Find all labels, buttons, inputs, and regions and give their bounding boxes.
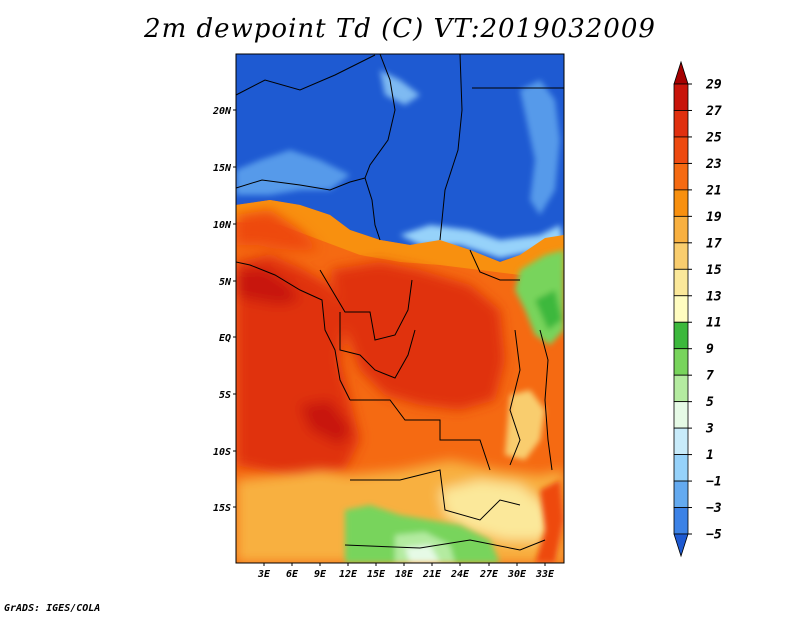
lat-label: EQ (219, 333, 231, 344)
colorbar-segment (673, 533, 689, 558)
colorbar-segment (673, 480, 689, 508)
map-frame (235, 53, 565, 564)
lon-axis: 3E 6E 9E 12E 15E 18E 21E 24E 27E 30E 33E (257, 563, 555, 580)
lat-label: 20N (212, 106, 232, 117)
lat-label: 10N (213, 220, 232, 231)
colorbar-label: −3 (706, 501, 722, 516)
colorbar-segment (673, 136, 689, 164)
colorbar-label: 7 (706, 369, 714, 384)
lon-label: 30E (507, 569, 527, 580)
lon-label: 33E (535, 569, 555, 580)
lat-label: 15N (213, 163, 232, 174)
lon-label: 24E (450, 569, 470, 580)
colorbar-label: 21 (705, 183, 722, 198)
lat-label: 10S (213, 447, 231, 458)
colorbar-segment (673, 401, 689, 429)
colorbar-segment (673, 507, 689, 535)
lat-label: 5S (219, 390, 231, 401)
colorbar-segment (673, 374, 689, 403)
lon-label: 6E (286, 569, 299, 580)
colorbar-label: 27 (705, 104, 722, 119)
colorbar-segment (673, 268, 689, 297)
colorbar-segment (673, 83, 689, 111)
lat-label: 15S (213, 503, 231, 514)
colorbar-segment (673, 242, 689, 270)
lat-axis: 20N 15N 10N 5N EQ 5S 10S 15S (212, 106, 236, 514)
colorbar-label: 15 (706, 263, 722, 278)
colorbar-label: 13 (706, 289, 722, 304)
lon-label: 15E (367, 569, 386, 580)
colorbar-label: 25 (705, 130, 722, 145)
colorbar-label: 3 (705, 422, 714, 437)
colorbar-segment (673, 348, 689, 376)
colorbar: 29 27 25 23 21 19 17 15 13 11 9 7 5 3 1 −1 −3 −5 (673, 60, 722, 558)
lon-label: 27E (479, 569, 499, 580)
colorbar-label: −1 (706, 475, 722, 490)
colorbar-label: 1 (706, 448, 714, 463)
colorbar-label: 11 (706, 316, 722, 331)
lon-label: 3E (257, 569, 271, 580)
colorbar-segment (673, 215, 689, 244)
colorbar-label: 5 (706, 395, 714, 410)
colorbar-label: 9 (706, 342, 714, 357)
lon-label: 18E (395, 569, 414, 580)
colorbar-segment (673, 189, 689, 217)
colorbar-segment (673, 321, 689, 350)
lon-label: 12E (339, 569, 358, 580)
colorbar-segment (673, 427, 689, 455)
colorbar-segment (673, 163, 689, 191)
colorbar-label: 19 (706, 210, 722, 225)
colorbar-segment (673, 454, 689, 482)
lon-label: 9E (314, 569, 327, 580)
colorbar-label: 23 (705, 157, 722, 172)
colorbar-label: −5 (706, 528, 722, 543)
colorbar-segment (673, 110, 689, 138)
colorbar-label: 17 (706, 236, 722, 251)
lat-label: 5N (219, 277, 232, 288)
colorbar-label: 29 (705, 78, 722, 93)
lon-label: 21E (422, 569, 442, 580)
credit-text: GrADS: IGES/COLA (4, 603, 101, 614)
dewpoint-field (236, 54, 564, 563)
colorbar-segment (673, 60, 689, 85)
map-title: 2m dewpoint Td (C) VT:2019032009 (144, 14, 656, 44)
colorbar-segment (673, 295, 689, 323)
